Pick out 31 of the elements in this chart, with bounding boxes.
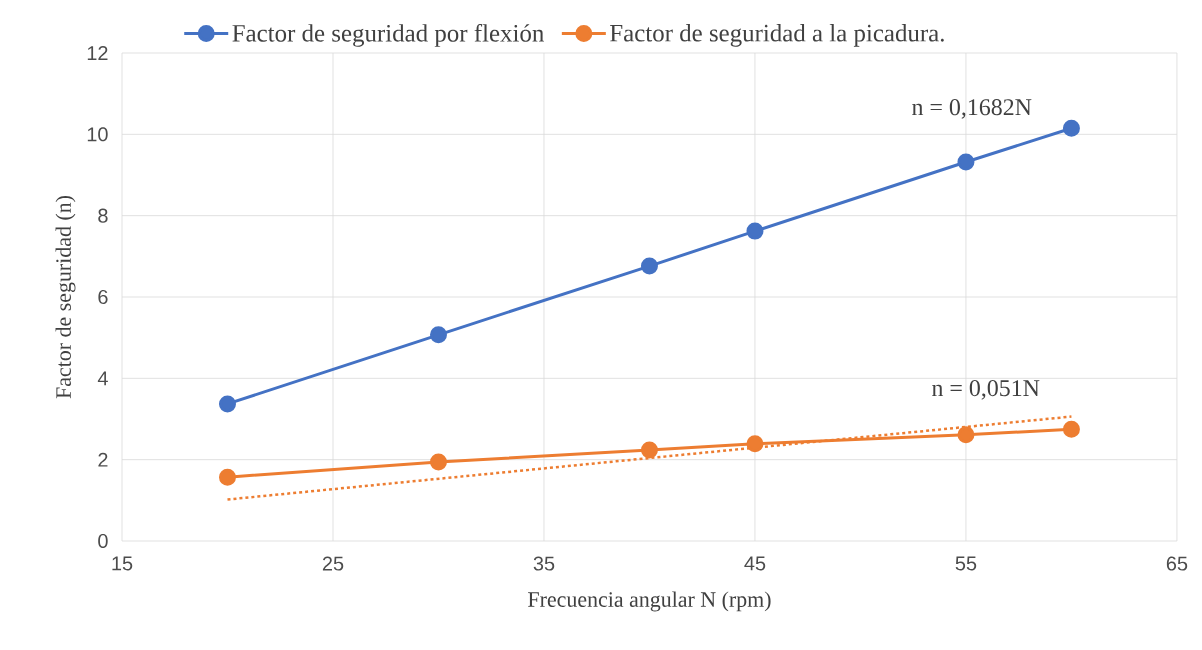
point — [746, 435, 764, 453]
x-tick-label: 15 — [112, 556, 133, 571]
point — [957, 153, 975, 171]
legend-label: Factor de seguridad por flexión — [232, 23, 544, 47]
y-tick-label: 6 — [98, 289, 108, 305]
point — [429, 453, 447, 471]
point — [746, 222, 764, 240]
point — [429, 326, 447, 344]
y-tick-label: 8 — [98, 208, 108, 223]
y-tick-label: 0 — [98, 533, 108, 549]
x-tick-label: 45 — [744, 556, 766, 571]
y-axis-title: Factor de seguridad (n) — [55, 195, 76, 399]
point — [640, 257, 658, 275]
annotation: n = 0,051N — [932, 380, 1040, 400]
y-tick-label: 2 — [98, 452, 108, 467]
x-axis-title: Frecuencia angular N (rpm) — [528, 591, 771, 612]
point — [218, 395, 236, 413]
x-tick-label: 55 — [955, 556, 977, 571]
legend-label: Factor de seguridad a la picadura. — [610, 24, 944, 47]
point — [218, 468, 236, 486]
y-tick-label: 10 — [87, 127, 108, 142]
point — [1062, 119, 1080, 137]
point — [1062, 420, 1080, 438]
y-tick-label: 12 — [87, 46, 108, 60]
point — [640, 441, 658, 459]
y-tick-label: 4 — [97, 371, 108, 386]
x-tick-label: 65 — [1166, 556, 1188, 571]
annotation: n = 0,1682N — [912, 99, 1032, 119]
point — [957, 426, 975, 444]
x-tick-label: 35 — [533, 556, 555, 571]
x-tick-label: 25 — [322, 556, 344, 571]
